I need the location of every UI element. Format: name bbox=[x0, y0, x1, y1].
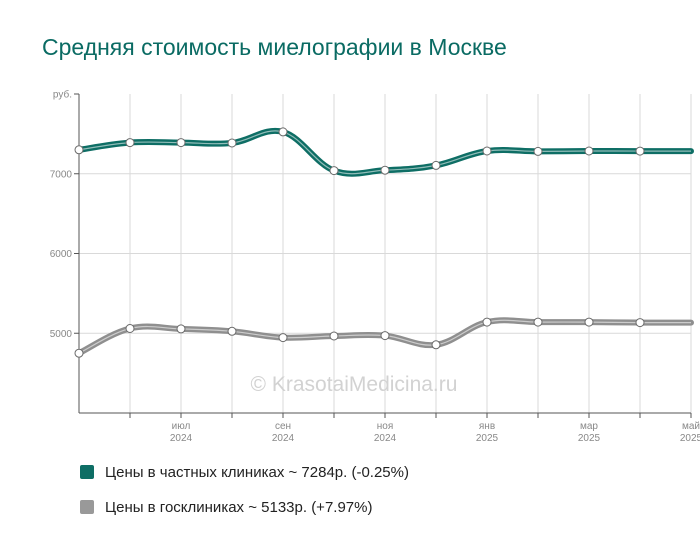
data-point-public bbox=[635, 318, 645, 328]
x-tick-year: 2024 bbox=[374, 433, 397, 444]
x-tick-year: 2025 bbox=[680, 433, 700, 444]
data-point-public bbox=[482, 317, 492, 327]
legend-item-private[interactable]: Цены в частных клиниках ~ 7284р. (-0.25%… bbox=[80, 462, 409, 482]
data-point-private bbox=[533, 146, 543, 156]
x-tick-year: 2024 bbox=[272, 433, 295, 444]
legend-label-public: Цены в госклиниках ~ 5133р. (+7.97%) bbox=[105, 498, 373, 516]
data-point-public bbox=[125, 324, 135, 333]
x-tick-label: июл bbox=[172, 421, 191, 432]
data-points bbox=[74, 127, 645, 358]
data-point-private bbox=[431, 160, 441, 170]
data-point-private bbox=[227, 138, 237, 148]
data-point-private bbox=[380, 165, 390, 175]
x-tick-label: сен bbox=[275, 421, 291, 432]
x-tick-label: янв bbox=[479, 421, 495, 432]
data-point-public bbox=[74, 348, 84, 358]
data-point-private bbox=[584, 146, 594, 156]
chart-title: Средняя стоимость миелографии в Москве bbox=[42, 34, 507, 60]
x-tick-year: 2024 bbox=[170, 433, 193, 444]
x-tick-label: ноя bbox=[377, 421, 394, 432]
x-tick-year: 2025 bbox=[578, 433, 601, 444]
data-point-public bbox=[431, 340, 441, 350]
x-tick-year: 2025 bbox=[476, 433, 499, 444]
data-point-private bbox=[635, 146, 645, 156]
data-point-private bbox=[278, 127, 288, 137]
axes: 500060007000руб.июл2024сен2024ноя2024янв… bbox=[50, 89, 700, 445]
data-point-private bbox=[125, 138, 135, 148]
data-point-public bbox=[176, 324, 186, 334]
x-tick-label: май bbox=[682, 421, 700, 432]
y-tick-label: 7000 bbox=[50, 169, 73, 180]
legend: Цены в частных клиниках ~ 7284р. (-0.25%… bbox=[80, 462, 409, 532]
y-axis-label: руб. bbox=[53, 89, 72, 101]
data-point-public bbox=[533, 317, 543, 327]
data-point-public bbox=[329, 331, 339, 341]
y-tick-label: 6000 bbox=[50, 249, 73, 260]
watermark: © KrasotaiMedicina.ru bbox=[251, 373, 458, 396]
legend-item-public[interactable]: Цены в госклиниках ~ 5133р. (+7.97%) bbox=[80, 497, 409, 517]
x-tick-label: мар bbox=[580, 421, 598, 432]
legend-swatch-private bbox=[80, 465, 94, 479]
data-point-public bbox=[278, 333, 288, 343]
legend-label-private: Цены в частных клиниках ~ 7284р. (-0.25%… bbox=[105, 463, 409, 481]
data-point-private bbox=[74, 145, 84, 155]
data-point-public bbox=[584, 317, 594, 327]
data-point-public bbox=[380, 331, 390, 341]
data-point-private bbox=[329, 166, 339, 176]
data-point-private bbox=[176, 138, 186, 148]
data-point-public bbox=[227, 326, 237, 336]
data-point-private bbox=[482, 146, 492, 156]
y-tick-label: 5000 bbox=[50, 329, 73, 340]
legend-swatch-public bbox=[80, 500, 94, 514]
